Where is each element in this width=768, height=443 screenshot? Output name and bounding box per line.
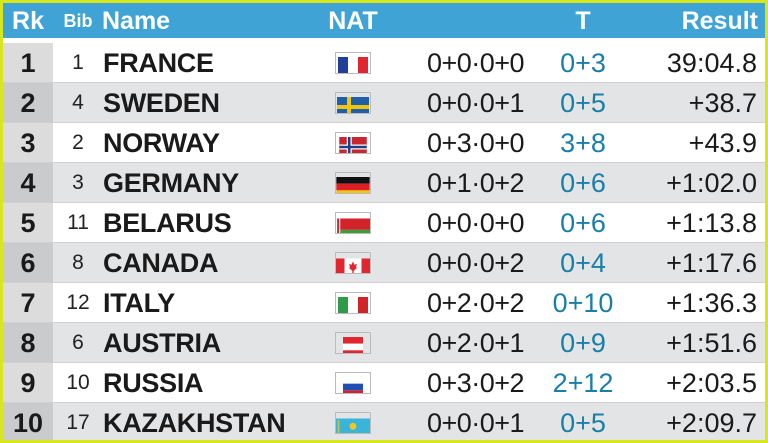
penalty-cell: 0+6 <box>560 208 606 238</box>
shooting-cell: 0+1·0+2 <box>426 168 525 198</box>
team-name: NORWAY <box>103 128 220 158</box>
bib-cell: 8 <box>72 251 84 274</box>
shooting-cell: 0+0·0+0 <box>426 48 525 78</box>
row-divider <box>3 122 765 123</box>
russia-flag-icon <box>335 372 371 394</box>
team-name: SWEDEN <box>103 88 220 118</box>
table-row: 4 3 GERMANY 0+1·0+2 0+6 +1:02.0 <box>3 163 765 203</box>
table-row: 3 2 NORWAY 0+3·0+0 3+8 +43.9 <box>3 123 765 163</box>
rank-cell: 8 <box>3 323 53 363</box>
shooting-cell: 0+0·0+2 <box>426 248 525 278</box>
shooting-cell: 0+3·0+2 <box>426 368 525 398</box>
penalty-cell: 0+4 <box>560 248 606 278</box>
results-table: 1 1 FRANCE 0+0·0+0 0+3 39:04.8 2 4 SWEDEN 0+0·0+1… <box>3 43 765 440</box>
bib-cell: 11 <box>67 211 89 234</box>
table-row: 9 10 RUSSIA 0+3·0+2 2+12 +2:03.5 <box>3 363 765 403</box>
header-t: T <box>575 7 591 35</box>
bib-cell: 10 <box>66 371 90 394</box>
result-cell: +1:51.6 <box>666 328 757 358</box>
canada-flag-icon <box>335 252 371 274</box>
bib-cell: 4 <box>72 91 84 114</box>
italy-flag-icon <box>335 292 371 314</box>
bib-cell: 3 <box>72 171 84 194</box>
belarus-flag-icon <box>335 212 371 234</box>
penalty-cell: 2+12 <box>552 368 614 398</box>
rank-cell: 2 <box>3 83 53 123</box>
team-name: RUSSIA <box>103 368 204 398</box>
result-cell: +38.7 <box>688 88 757 118</box>
bib-cell: 17 <box>66 411 90 434</box>
penalty-cell: 0+5 <box>560 88 606 118</box>
table-header: Rk Bib Name NAT T Result <box>3 3 765 38</box>
shooting-cell: 0+0·0+0 <box>426 208 525 238</box>
shooting-cell: 0+0·0+1 <box>426 408 525 438</box>
rank-cell: 6 <box>3 243 53 283</box>
shooting-cell: 0+2·0+2 <box>426 288 525 318</box>
norway-flag-icon <box>335 132 371 154</box>
result-cell: +2:09.7 <box>666 408 757 438</box>
header-nat: NAT <box>328 7 378 35</box>
result-cell: +2:03.5 <box>666 368 757 398</box>
row-divider <box>3 82 765 83</box>
bib-cell: 6 <box>72 331 84 354</box>
rank-cell: 4 <box>3 163 53 203</box>
result-cell: +1:13.8 <box>666 208 757 238</box>
penalty-cell: 0+9 <box>560 328 606 358</box>
row-divider <box>3 242 765 243</box>
shooting-cell: 0+2·0+1 <box>426 328 525 358</box>
team-name: CANADA <box>103 248 219 278</box>
sweden-flag-icon <box>335 92 371 114</box>
team-name: ITALY <box>103 288 176 318</box>
shooting-cell: 0+0·0+1 <box>426 88 525 118</box>
team-name: BELARUS <box>103 208 232 238</box>
row-divider <box>3 362 765 363</box>
team-name: AUSTRIA <box>103 328 221 358</box>
table-row: 1 1 FRANCE 0+0·0+0 0+3 39:04.8 <box>3 43 765 83</box>
table-row: 2 4 SWEDEN 0+0·0+1 0+5 +38.7 <box>3 83 765 123</box>
header-bib: Bib <box>63 11 93 31</box>
bib-cell: 2 <box>72 131 84 154</box>
rank-cell: 5 <box>3 203 53 243</box>
rank-cell: 7 <box>3 283 53 323</box>
rank-cell: 3 <box>3 123 53 163</box>
rank-cell: 9 <box>3 363 53 403</box>
table-row: 7 12 ITALY 0+2·0+2 0+10 +1:36.3 <box>3 283 765 323</box>
result-cell: 39:04.8 <box>666 48 757 78</box>
table-row: 5 11 BELARUS 0+0·0+0 0+6 +1:13.8 <box>3 203 765 243</box>
header-name: Name <box>102 7 171 35</box>
penalty-cell: 0+6 <box>560 168 606 198</box>
results-board: Rk Bib Name NAT T Result 1 1 FRANCE 0+0·0+0… <box>3 3 765 440</box>
rank-cell: 1 <box>3 43 53 83</box>
result-cell: +1:17.6 <box>666 248 757 278</box>
team-name: FRANCE <box>103 48 214 78</box>
table-row: 10 17 KAZAKHSTAN 0+0·0+1 0+5 +2:09.7 <box>3 403 765 440</box>
penalty-cell: 0+10 <box>552 288 614 318</box>
penalty-cell: 0+3 <box>560 48 606 78</box>
shooting-cell: 0+3·0+0 <box>426 128 525 158</box>
row-divider <box>3 322 765 323</box>
bib-cell: 1 <box>72 51 84 74</box>
row-divider <box>3 282 765 283</box>
table-row: 6 8 CANADA 0+0·0+2 0+4 +1:17.6 <box>3 243 765 283</box>
table-row: 8 6 AUSTRIA 0+2·0+1 0+9 +1:51.6 <box>3 323 765 363</box>
result-cell: +1:36.3 <box>666 288 757 318</box>
row-divider <box>3 162 765 163</box>
germany-flag-icon <box>335 172 371 194</box>
header-result: Result <box>681 7 758 35</box>
team-name: GERMANY <box>103 168 239 198</box>
bib-cell: 12 <box>66 291 90 314</box>
header-rank: Rk <box>12 7 44 35</box>
row-divider <box>3 202 765 203</box>
row-divider <box>3 402 765 403</box>
result-cell: +1:02.0 <box>666 168 757 198</box>
france-flag-icon <box>335 52 371 74</box>
penalty-cell: 0+5 <box>560 408 606 438</box>
penalty-cell: 3+8 <box>560 128 606 158</box>
result-cell: +43.9 <box>688 128 757 158</box>
kazakhstan-flag-icon <box>335 412 371 434</box>
austria-flag-icon <box>335 332 371 354</box>
rank-cell: 10 <box>3 403 53 440</box>
team-name: KAZAKHSTAN <box>103 408 286 438</box>
